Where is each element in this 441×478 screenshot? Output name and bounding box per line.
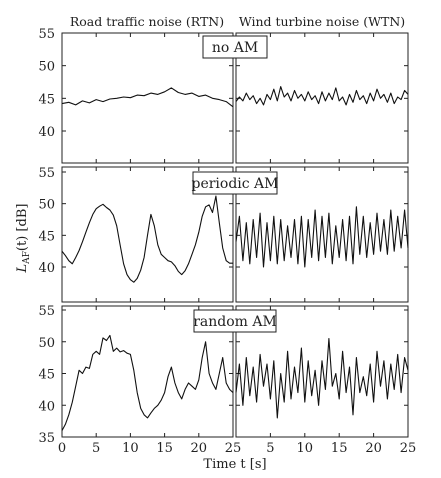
panel-frame-r2-c0 xyxy=(61,305,234,438)
panel-frame-r2-c1 xyxy=(235,305,409,438)
y-axis-label-suffix: (t) [dB] xyxy=(15,204,30,252)
y-tick-label-r1-1: 45 xyxy=(38,229,55,244)
series-line-r0-c1 xyxy=(235,86,409,106)
row-label-0: no AM xyxy=(212,40,258,56)
x-tick-label-c0-5: 25 xyxy=(225,441,242,456)
x-tick-label-c1-1: 5 xyxy=(266,441,274,456)
y-tick-label-r0-0: 40 xyxy=(38,125,55,140)
panel-frame-r1-c1 xyxy=(235,166,409,303)
series-line-r0-c0 xyxy=(61,87,234,108)
x-tick-label-c0-3: 15 xyxy=(156,441,173,456)
row-label-2: random AM xyxy=(193,314,277,330)
panel-frame-r1-c0 xyxy=(61,166,234,303)
x-tick-label-c0-1: 5 xyxy=(92,441,100,456)
row-label-1: periodic AM xyxy=(191,176,278,192)
y-tick-label-r0-1: 45 xyxy=(38,92,55,107)
y-tick-label-r0-3: 55 xyxy=(38,27,55,42)
y-axis-label: LAF(t) [dB] xyxy=(15,204,32,274)
x-tick-label-c1-5: 25 xyxy=(400,441,417,456)
x-tick-label-c1-4: 20 xyxy=(365,441,382,456)
series-line-r1-c0 xyxy=(61,195,233,283)
x-tick-label-c0-0: 0 xyxy=(58,441,66,456)
x-tick-label-c1-3: 15 xyxy=(331,441,348,456)
row-label-box-1 xyxy=(192,171,278,195)
panels-layer: 40 45 50 55 40 45 50 55 35 40 45 50 55 0 5 10 15 20 25 5 10 1… xyxy=(38,27,416,456)
series-line-r1-c1 xyxy=(235,206,409,268)
x-tick-label-c1-2: 10 xyxy=(297,441,314,456)
y-tick-label-r0-2: 50 xyxy=(38,60,55,75)
row-label-box-2 xyxy=(193,309,277,333)
y-axis-label-prefix: L xyxy=(15,264,30,274)
x-tick-label-c0-4: 20 xyxy=(191,441,208,456)
y-axis-label-subscript: AF xyxy=(22,251,32,265)
column-title-wtn: Wind turbine noise (WTN) xyxy=(239,14,405,29)
y-tick-label-r2-0: 35 xyxy=(38,431,55,446)
y-tick-label-r2-3: 50 xyxy=(38,336,55,351)
y-tick-label-r2-4: 55 xyxy=(38,304,55,319)
row-labels-layer: no AM periodic AM random AM xyxy=(191,35,279,333)
x-tick-label-c0-2: 10 xyxy=(122,441,139,456)
x-axis-label: Time t [s] xyxy=(203,457,266,472)
y-tick-label-r1-3: 55 xyxy=(38,166,55,181)
y-tick-label-r1-0: 40 xyxy=(38,261,55,276)
y-tick-label-r2-1: 40 xyxy=(38,399,55,414)
column-title-rtn: Road traffic noise (RTN) xyxy=(70,14,224,29)
y-tick-label-r1-2: 50 xyxy=(38,198,55,213)
series-line-r2-c1 xyxy=(235,338,409,419)
row-label-box-0 xyxy=(202,35,268,59)
series-line-r2-c0 xyxy=(61,334,234,431)
y-tick-label-r2-2: 45 xyxy=(38,368,55,383)
